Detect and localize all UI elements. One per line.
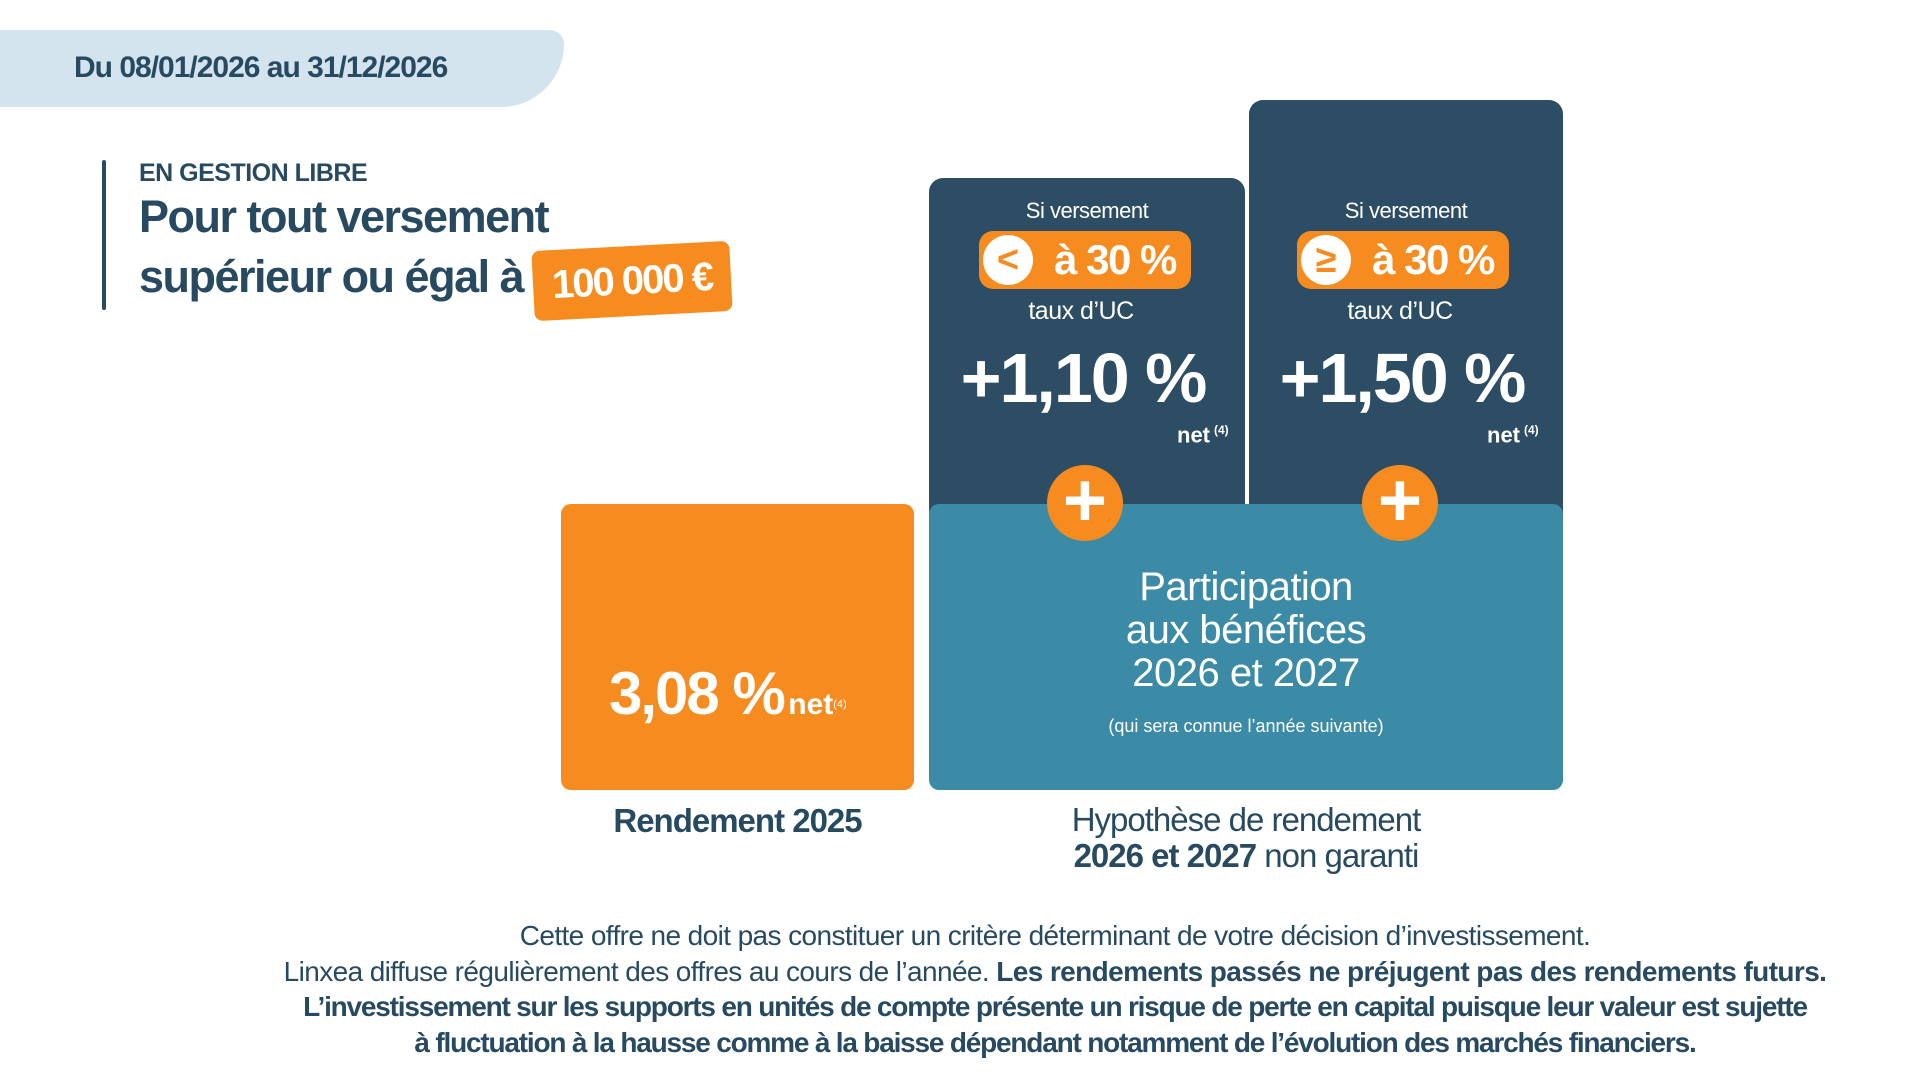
disclaimer-line-2: Linxea diffuse régulièrement des offres … <box>283 955 1827 987</box>
date-range: Du 08/01/2026 au 31/12/2026 <box>74 51 448 84</box>
card-sub: taux d’UC <box>1028 297 1134 325</box>
threshold: à 30 % <box>1054 236 1177 283</box>
greater-or-equal-icon: ≥ <box>1301 235 1351 285</box>
participation-line-2: aux bénéfices <box>1125 608 1367 652</box>
hypothese-caption-2: 2026 et 2027 non garanti <box>1073 837 1420 874</box>
disclaimer-line-1: Cette offre ne doit pas constituer un cr… <box>519 920 1591 951</box>
hypothese-caption-1: Hypothèse de rendement <box>1071 801 1422 838</box>
kicker: EN GESTION LIBRE <box>139 159 368 187</box>
disclaimer-line-4: à fluctuation à la hausse comme à la bai… <box>414 1026 1696 1058</box>
headline-line-2-row: supérieur ou égal à 100 000 € <box>139 238 733 322</box>
rendement-value: 3,08 % <box>609 660 786 727</box>
offer-card-below-30: Si versement < à 30 % taux d’UC +1,10 % … <box>929 178 1245 518</box>
bonus-value: +1,50 % <box>1279 339 1527 417</box>
threshold: à 30 % <box>1372 236 1495 283</box>
rendement-box: 3,08 % net(4) <box>561 504 914 790</box>
headline-line-2: supérieur ou égal à <box>139 251 525 302</box>
net-label: net <box>788 688 834 721</box>
card-label: Si versement <box>1344 198 1468 223</box>
disclaimer-line-3: L’investissement sur les supports en uni… <box>303 991 1808 1022</box>
participation-box: Participation aux bénéfices 2026 et 2027… <box>929 504 1563 790</box>
participation-line-3: 2026 et 2027 <box>1132 651 1360 695</box>
card-label: Si versement <box>1025 198 1149 223</box>
net-label: net (4) <box>1487 422 1539 448</box>
offer-card-above-30: Si versement ≥ à 30 % taux d’UC +1,50 % … <box>1249 100 1563 518</box>
participation-line-1: Participation <box>1139 565 1353 609</box>
plus-icon: + <box>1047 463 1123 541</box>
threshold-pill: < à 30 % <box>979 231 1191 289</box>
accent-bar <box>102 160 106 310</box>
date-range-banner: Du 08/01/2026 au 31/12/2026 <box>0 30 564 107</box>
disclaimer: Cette offre ne doit pas constituer un cr… <box>0 918 1920 1060</box>
less-than-icon: < <box>983 235 1033 285</box>
rendement-caption: Rendement 2025 <box>613 802 862 839</box>
footnote-ref: (4) <box>833 698 847 711</box>
amount-badge: 100 000 € <box>531 240 733 322</box>
headline-line-1: Pour tout versement <box>139 191 550 242</box>
participation-sub: (qui sera connue l’année suivante) <box>1108 716 1384 736</box>
bonus-value: +1,10 % <box>960 339 1208 417</box>
threshold-pill: ≥ à 30 % <box>1297 231 1509 289</box>
plus-icon: + <box>1362 463 1438 541</box>
net-label: net (4) <box>1177 422 1229 448</box>
card-sub: taux d’UC <box>1347 297 1453 325</box>
